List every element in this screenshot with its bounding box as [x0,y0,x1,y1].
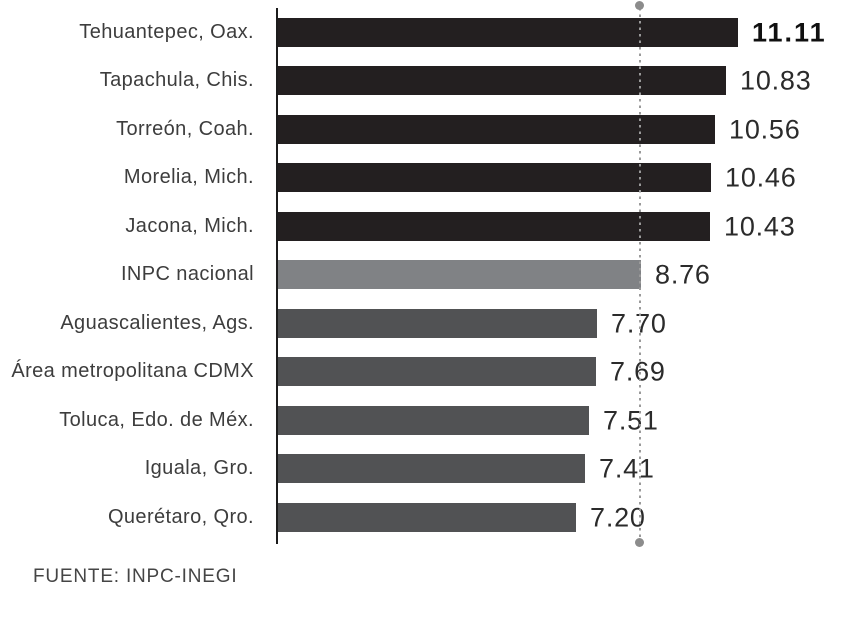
value-label: 7.41 [599,453,655,483]
category-label: Iguala, Gro. [144,457,254,479]
chart-row: Toluca, Edo. de Méx. 7.51 [0,405,864,435]
value-label: 10.56 [729,114,801,144]
reference-dotted-line [639,8,641,538]
chart-row: Área metropolitana CDMX 7.69 [0,356,864,386]
category-label: Querétaro, Qro. [107,506,254,528]
bar [278,309,597,338]
category-label: Tehuantepec, Oax. [79,21,254,43]
bar [278,18,738,47]
category-label: INPC nacional [120,263,254,285]
category-label: Jacona, Mich. [125,215,254,237]
reference-line-bottom-dot [635,538,644,547]
chart-row: Morelia, Mich. 10.46 [0,162,864,192]
bar [278,503,576,532]
category-label: Tapachula, Chis. [99,69,254,91]
chart-row: Aguascalientes, Ags. 7.70 [0,308,864,339]
value-label: 7.20 [590,502,646,532]
category-label: Morelia, Mich. [123,166,254,188]
category-label: Toluca, Edo. de Méx. [59,409,254,431]
value-label: 7.69 [610,356,666,386]
bar [278,260,641,289]
chart-row: Iguala, Gro. 7.41 [0,453,864,483]
chart-row: Torreón, Coah. 10.56 [0,114,864,144]
y-axis-line [276,8,278,544]
source-note: FUENTE: INPC-INEGI [33,566,238,587]
value-label: 10.83 [740,65,812,95]
category-label: Torreón, Coah. [116,118,254,140]
value-label: 10.46 [725,162,797,192]
category-label: Área metropolitana CDMX [11,360,254,382]
reference-line-top-dot [635,1,644,10]
chart-row: Tehuantepec, Oax. 11.11 [0,17,864,47]
bar [278,163,711,192]
bar [278,454,585,483]
value-label: 8.76 [655,259,711,289]
chart-row: Querétaro, Qro. 7.20 [0,502,864,532]
bar [278,212,710,241]
chart-row: Tapachula, Chis. 10.83 [0,65,864,95]
value-label: 7.51 [603,405,659,435]
chart-row: INPC nacional 8.76 [0,259,864,289]
bar [278,66,726,95]
bar [278,357,596,386]
chart-row: Jacona, Mich. 10.43 [0,211,864,241]
category-label: Aguascalientes, Ags. [60,312,254,334]
bar [278,115,715,144]
value-label: 10.43 [724,211,796,241]
value-label: 11.11 [752,17,827,47]
value-label: 7.70 [611,308,667,339]
bar [278,406,589,435]
